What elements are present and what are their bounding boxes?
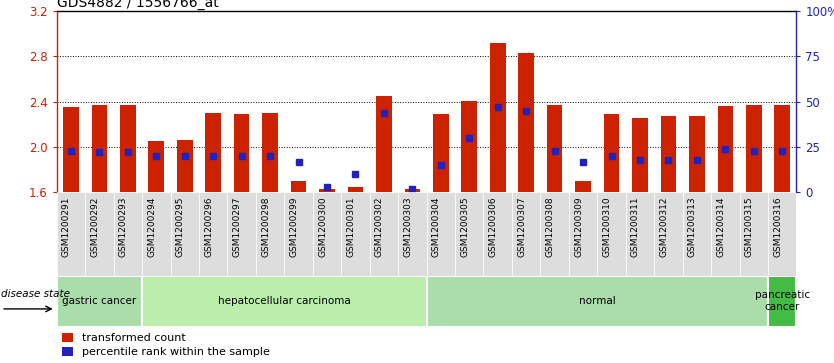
- Text: pancreatic
cancer: pancreatic cancer: [755, 290, 810, 312]
- Bar: [92, 105, 108, 192]
- Bar: [170, 192, 199, 276]
- Bar: [319, 189, 334, 192]
- Bar: [177, 140, 193, 192]
- Text: GSM1200294: GSM1200294: [148, 197, 156, 257]
- Text: GSM1200315: GSM1200315: [745, 197, 754, 257]
- FancyBboxPatch shape: [57, 276, 142, 327]
- Text: GSM1200295: GSM1200295: [176, 197, 185, 257]
- Bar: [484, 192, 512, 276]
- Bar: [199, 192, 228, 276]
- Text: GSM1200310: GSM1200310: [602, 197, 611, 257]
- Text: GSM1200303: GSM1200303: [404, 197, 412, 257]
- Bar: [404, 189, 420, 192]
- Bar: [547, 105, 562, 192]
- Text: disease state: disease state: [1, 289, 70, 299]
- Text: normal: normal: [579, 296, 615, 306]
- Text: GSM1200316: GSM1200316: [773, 197, 782, 257]
- Bar: [205, 113, 221, 192]
- FancyBboxPatch shape: [142, 276, 427, 327]
- Bar: [291, 181, 306, 192]
- Bar: [512, 192, 540, 276]
- Text: GSM1200304: GSM1200304: [432, 197, 441, 257]
- Bar: [256, 192, 284, 276]
- Text: GSM1200305: GSM1200305: [460, 197, 470, 257]
- Text: GSM1200297: GSM1200297: [233, 197, 242, 257]
- Bar: [228, 192, 256, 276]
- Text: GSM1200291: GSM1200291: [62, 197, 71, 257]
- Text: gastric cancer: gastric cancer: [63, 296, 137, 306]
- Bar: [348, 187, 364, 192]
- Bar: [632, 118, 648, 192]
- Bar: [455, 192, 484, 276]
- Bar: [262, 113, 278, 192]
- Text: GSM1200311: GSM1200311: [631, 197, 640, 257]
- Bar: [746, 105, 761, 192]
- Bar: [569, 192, 597, 276]
- Bar: [519, 53, 534, 192]
- Bar: [113, 192, 142, 276]
- Bar: [398, 192, 427, 276]
- Text: GSM1200309: GSM1200309: [574, 197, 583, 257]
- Bar: [313, 192, 341, 276]
- Text: GSM1200307: GSM1200307: [517, 197, 526, 257]
- Text: GSM1200293: GSM1200293: [118, 197, 128, 257]
- Bar: [461, 101, 477, 192]
- Bar: [775, 105, 790, 192]
- Bar: [376, 96, 392, 192]
- Bar: [57, 192, 85, 276]
- Text: GSM1200313: GSM1200313: [688, 197, 697, 257]
- Bar: [717, 106, 733, 192]
- Bar: [284, 192, 313, 276]
- Bar: [490, 43, 505, 192]
- Bar: [689, 117, 705, 192]
- FancyBboxPatch shape: [768, 276, 796, 327]
- Bar: [427, 192, 455, 276]
- Bar: [626, 192, 654, 276]
- Bar: [234, 114, 249, 192]
- Text: GSM1200306: GSM1200306: [489, 197, 498, 257]
- Bar: [711, 192, 740, 276]
- Text: GSM1200292: GSM1200292: [90, 197, 99, 257]
- Text: GSM1200308: GSM1200308: [545, 197, 555, 257]
- Text: GDS4882 / 1556766_at: GDS4882 / 1556766_at: [57, 0, 219, 10]
- Text: GSM1200314: GSM1200314: [716, 197, 726, 257]
- FancyBboxPatch shape: [427, 276, 768, 327]
- Bar: [540, 192, 569, 276]
- Bar: [433, 114, 449, 192]
- Bar: [654, 192, 683, 276]
- Text: GSM1200302: GSM1200302: [375, 197, 384, 257]
- Text: GSM1200299: GSM1200299: [289, 197, 299, 257]
- Bar: [768, 192, 796, 276]
- Text: GSM1200312: GSM1200312: [660, 197, 668, 257]
- Bar: [142, 192, 170, 276]
- Bar: [740, 192, 768, 276]
- Text: GSM1200301: GSM1200301: [346, 197, 355, 257]
- Bar: [85, 192, 113, 276]
- Bar: [341, 192, 369, 276]
- Text: GSM1200296: GSM1200296: [204, 197, 214, 257]
- Bar: [661, 117, 676, 192]
- Text: GSM1200300: GSM1200300: [318, 197, 327, 257]
- Bar: [148, 141, 164, 192]
- Bar: [597, 192, 626, 276]
- Bar: [369, 192, 398, 276]
- Legend: transformed count, percentile rank within the sample: transformed count, percentile rank withi…: [63, 333, 270, 357]
- Text: hepatocellular carcinoma: hepatocellular carcinoma: [218, 296, 351, 306]
- Bar: [120, 105, 136, 192]
- Bar: [604, 114, 620, 192]
- Bar: [683, 192, 711, 276]
- Text: GSM1200298: GSM1200298: [261, 197, 270, 257]
- Bar: [63, 107, 78, 192]
- Bar: [575, 181, 591, 192]
